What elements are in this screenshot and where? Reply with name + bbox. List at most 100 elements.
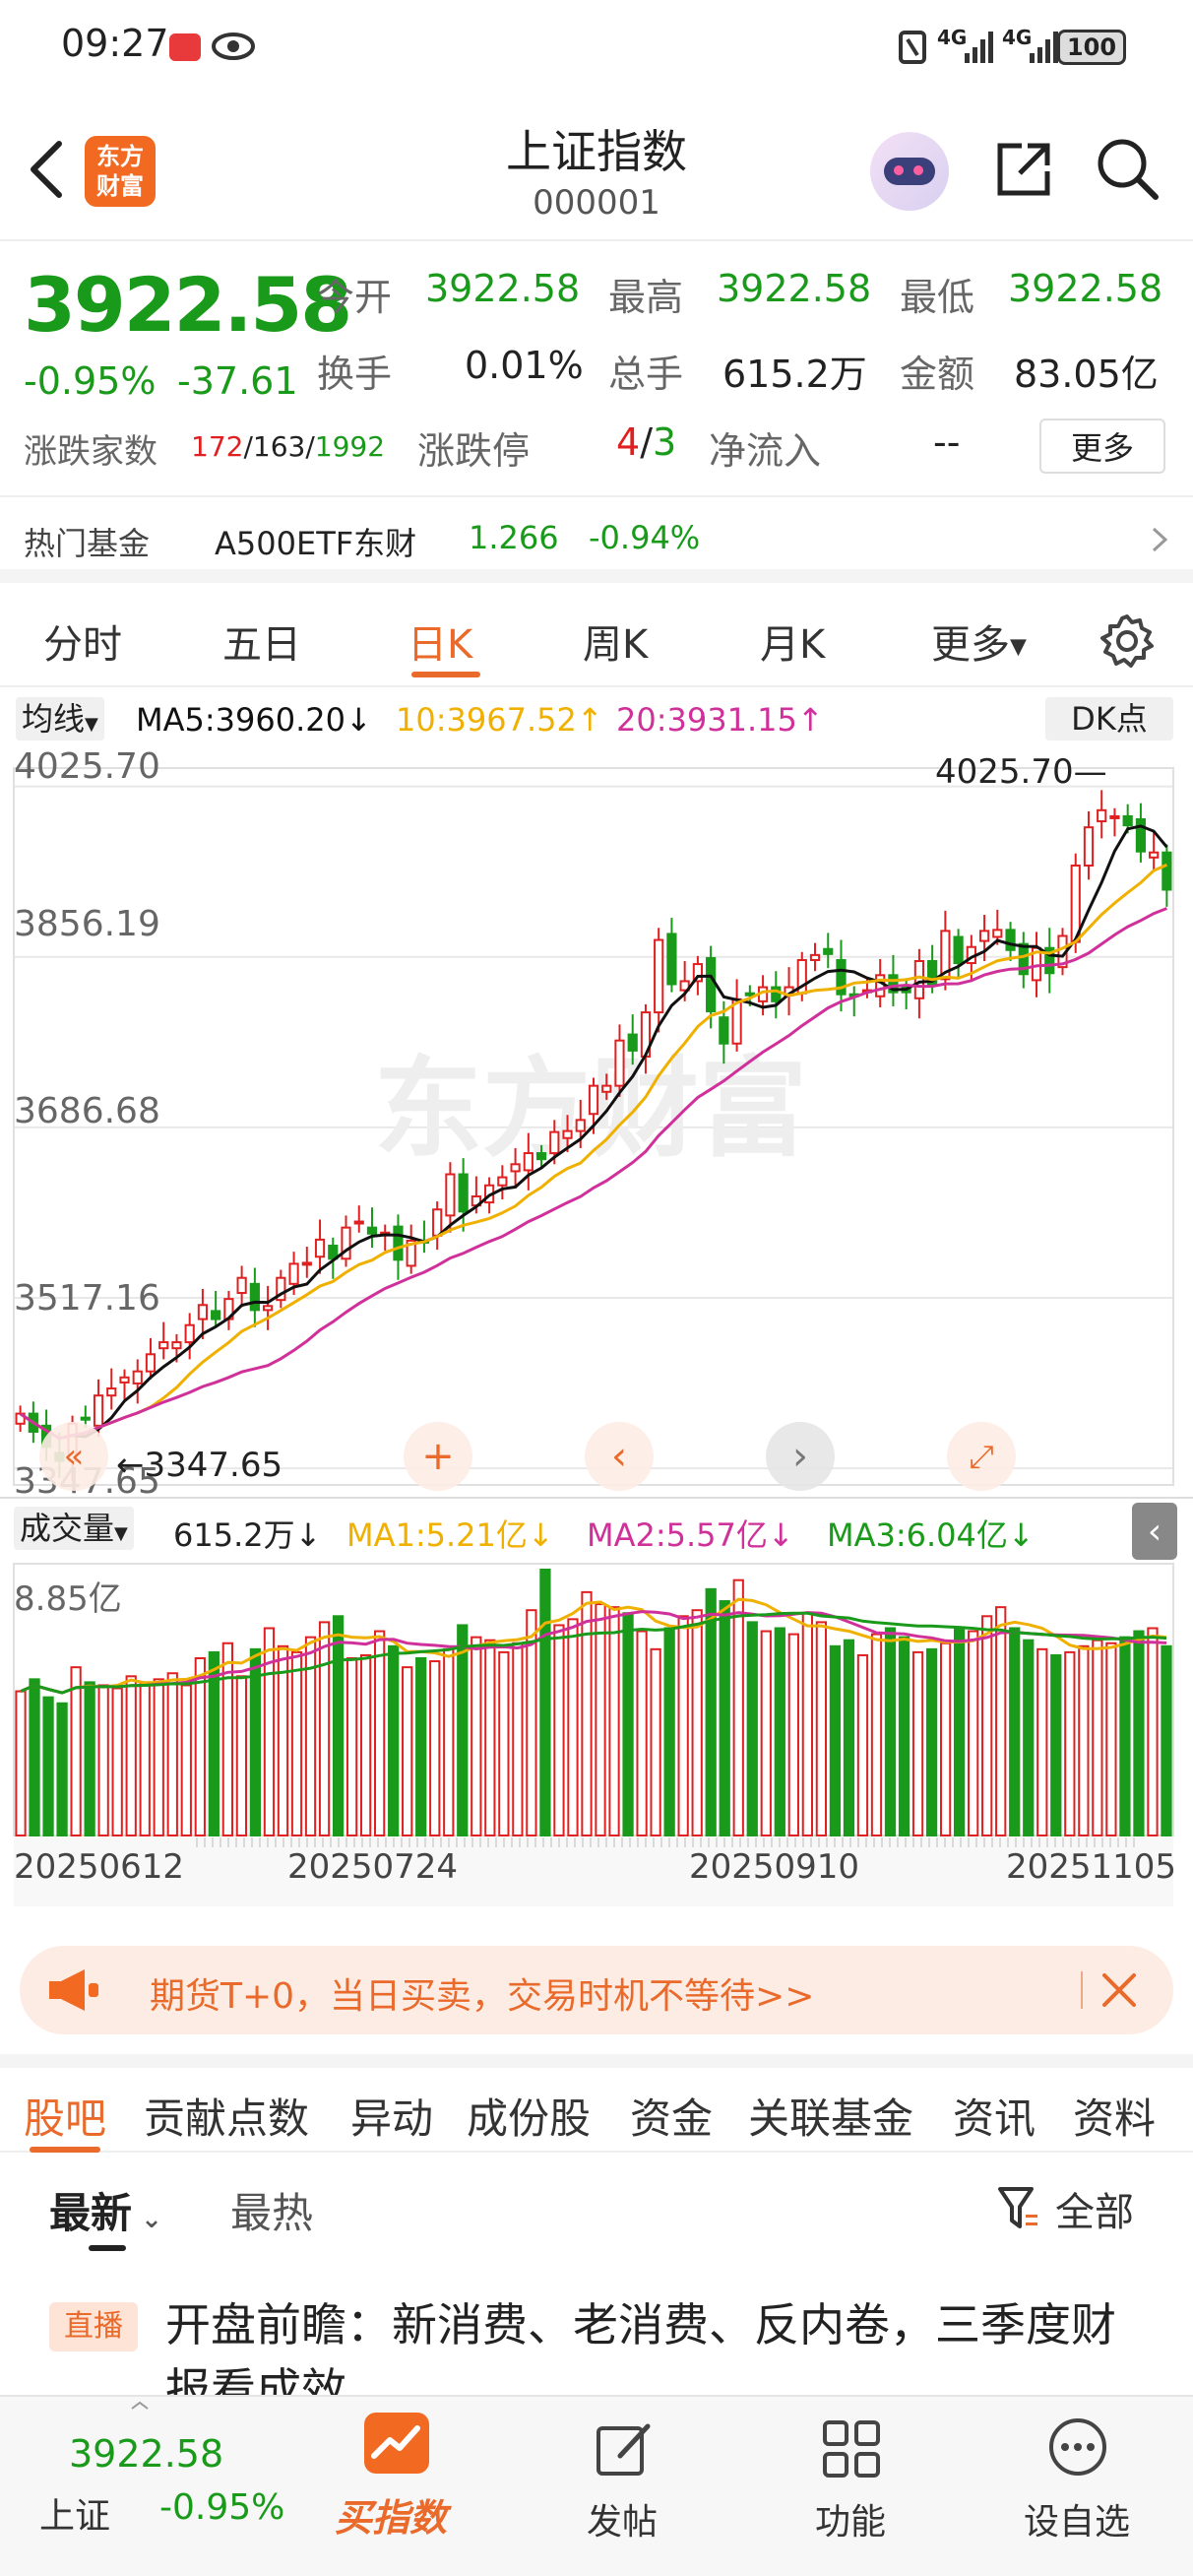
- candle: [679, 980, 690, 992]
- high-value: 3922.58: [717, 267, 872, 310]
- compose-icon[interactable]: [593, 2418, 656, 2481]
- tab-five-day[interactable]: 五日: [222, 622, 301, 668]
- scroll-left-fast-button[interactable]: «: [39, 1422, 108, 1491]
- volume-bar: [911, 1650, 924, 1837]
- tab-profile[interactable]: 资料: [1073, 2094, 1157, 2143]
- candle: [432, 1208, 443, 1237]
- max-price-marker: 4025.70—: [935, 752, 1107, 792]
- tab-intraday[interactable]: 分时: [43, 622, 122, 668]
- promo-banner[interactable]: 期货T+0，当日买卖，交易时机不等待>>: [20, 1946, 1173, 2034]
- hot-fund-name: A500ETF东财: [215, 525, 417, 562]
- collapse-panel-button[interactable]: ‹: [1132, 1503, 1177, 1560]
- post-item[interactable]: 直播 开盘前瞻：新消费、老消费、反内卷，三季度财报看成效: [0, 2263, 1193, 2416]
- chevron-down-icon: ⌄: [132, 2205, 162, 2234]
- breadth-up: 172: [191, 430, 244, 463]
- tab-movement[interactable]: 异动: [350, 2094, 434, 2143]
- app-notification-icon: [169, 33, 201, 61]
- candle: [184, 1323, 195, 1344]
- tab-funds-flow[interactable]: 资金: [630, 2094, 714, 2143]
- grid-apps-icon[interactable]: [821, 2418, 882, 2479]
- nav-index-change[interactable]: -0.95%: [159, 2487, 285, 2528]
- volume-selector[interactable]: 成交量▼: [14, 1507, 134, 1550]
- volume-bar: [29, 1678, 40, 1837]
- back-icon[interactable]: [24, 138, 67, 201]
- candle: [458, 1173, 469, 1213]
- buy-index-button[interactable]: 买指数: [335, 2496, 448, 2540]
- more-button[interactable]: 更多: [1039, 419, 1165, 474]
- volume-bar: [415, 1657, 427, 1836]
- tab-guba[interactable]: 股吧: [24, 2094, 107, 2143]
- netflow-value: --: [933, 420, 961, 464]
- tab-news[interactable]: 资讯: [953, 2094, 1036, 2143]
- limit-up: 4: [616, 420, 641, 464]
- battery-icon: 100: [1057, 30, 1126, 65]
- nav-index-name[interactable]: 上证: [39, 2496, 111, 2537]
- candle: [171, 1341, 182, 1350]
- volume-bar: [97, 1684, 109, 1837]
- candle: [236, 1276, 247, 1295]
- candle: [1149, 851, 1160, 859]
- volume-bar: [471, 1636, 482, 1836]
- candle: [627, 1033, 638, 1052]
- search-icon[interactable]: [1095, 136, 1160, 201]
- open-value: 3922.58: [425, 267, 581, 310]
- volume-bar: [1092, 1639, 1103, 1836]
- netflow-label: 净流入: [709, 429, 822, 473]
- volume-bar: [166, 1672, 178, 1836]
- nav-function[interactable]: 功能: [815, 2502, 887, 2543]
- candle: [301, 1261, 312, 1266]
- fullscreen-button[interactable]: ⤢: [947, 1422, 1016, 1491]
- volume-bar: [139, 1681, 151, 1837]
- hot-fund-bar[interactable]: 热门基金 A500ETF东财 1.266 -0.94%: [0, 499, 1193, 583]
- tab-more[interactable]: 更多▼: [931, 612, 1027, 670]
- tab-monthly-k[interactable]: 月K: [760, 622, 826, 668]
- sort-hot[interactable]: 最热: [230, 2189, 314, 2237]
- candle: [875, 974, 886, 998]
- caret-up-icon: [131, 2401, 149, 2410]
- active-tab-indicator: [411, 672, 480, 677]
- nav-index-price[interactable]: 3922.58: [69, 2432, 224, 2476]
- ma-selector[interactable]: 均线▼: [16, 697, 104, 741]
- index-price: 3922.58: [24, 261, 352, 349]
- nav-add-watchlist[interactable]: 设自选: [1024, 2502, 1131, 2543]
- volume-bar: [995, 1606, 1007, 1837]
- low-value: 3922.58: [1008, 267, 1163, 310]
- tab-weekly-k[interactable]: 周K: [583, 622, 649, 668]
- min-price-marker: ←3347.65: [116, 1446, 283, 1485]
- volume-bar: [801, 1612, 813, 1837]
- tab-daily-k[interactable]: 日K: [408, 622, 473, 668]
- scroll-left-button[interactable]: ‹: [585, 1422, 654, 1491]
- volume-bar: [1133, 1630, 1145, 1836]
- volume-bar: [870, 1633, 883, 1836]
- volume-bar: [263, 1627, 276, 1836]
- volume-bar: [402, 1666, 413, 1836]
- signal-icon-2: [1030, 32, 1058, 63]
- settings-gear-icon[interactable]: [1099, 612, 1156, 670]
- tab-related-funds[interactable]: 关联基金: [748, 2094, 914, 2143]
- tab-constituents[interactable]: 成份股: [467, 2094, 592, 2143]
- more-dots-icon[interactable]: [1047, 2416, 1108, 2478]
- high-label: 最高: [608, 276, 684, 319]
- close-icon[interactable]: [1099, 1969, 1140, 2011]
- assistant-avatar[interactable]: [870, 132, 949, 211]
- volume-axis-label: 8.85亿: [14, 1579, 122, 1619]
- logo-line-2: 财富: [96, 172, 144, 200]
- nav-post[interactable]: 发帖: [587, 2502, 659, 2543]
- candle: [158, 1341, 169, 1350]
- buy-index-icon[interactable]: [364, 2413, 429, 2474]
- zoom-in-button[interactable]: +: [404, 1422, 472, 1491]
- volume-bar: [84, 1681, 95, 1837]
- price-axis-label: 4025.70: [14, 746, 160, 787]
- volume-bar: [553, 1624, 565, 1836]
- ma10-value: 10:3967.52↑: [396, 701, 603, 739]
- sort-latest[interactable]: 最新 ⌄: [49, 2180, 162, 2240]
- candle: [913, 960, 925, 999]
- filter-button[interactable]: 全部: [996, 2180, 1134, 2237]
- dk-point-button[interactable]: DK点: [1045, 697, 1173, 741]
- tab-contribution[interactable]: 贡献点数: [144, 2094, 310, 2143]
- share-icon[interactable]: [992, 138, 1055, 201]
- open-label: 今开: [317, 276, 393, 319]
- scroll-right-button[interactable]: ›: [766, 1422, 835, 1491]
